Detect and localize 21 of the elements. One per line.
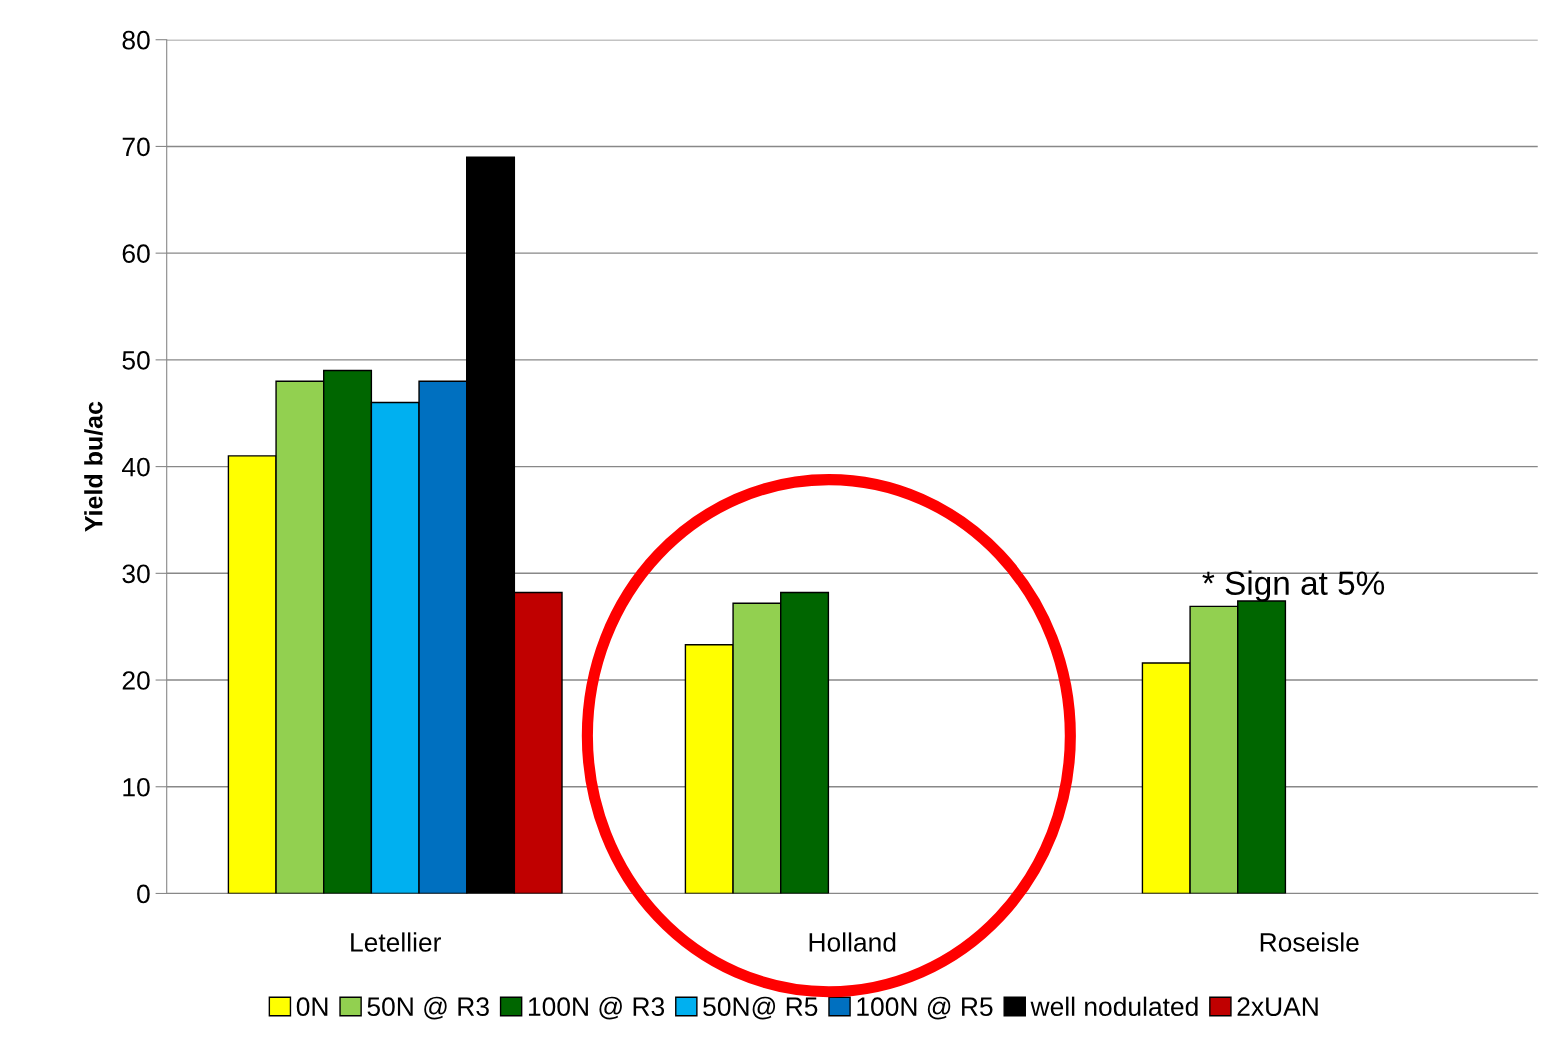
x-tick-label: Holland bbox=[809, 932, 896, 952]
y-tick-label: 30 bbox=[122, 564, 150, 584]
y-tick-label: 80 bbox=[122, 30, 150, 50]
legend-label: 2xUAN bbox=[1237, 997, 1318, 1017]
y-tick-label: 60 bbox=[122, 244, 150, 263]
y-tick-label: 10 bbox=[123, 777, 150, 797]
y-tick-label: 0 bbox=[137, 884, 150, 904]
legend-label: 50N @ R3 bbox=[367, 996, 489, 1020]
annotation: * Sign at 5% bbox=[1202, 570, 1385, 602]
x-tick-label: Roseisle bbox=[1260, 932, 1359, 952]
legend-label: 100N @ R5 bbox=[857, 996, 993, 1020]
y-tick-label: 40 bbox=[121, 457, 150, 477]
y-tick-label: 50 bbox=[122, 351, 150, 370]
x-tick-label: Letellier bbox=[351, 932, 441, 952]
legend-label: 50N@ R5 bbox=[703, 996, 818, 1020]
y-tick-label: 20 bbox=[122, 671, 150, 690]
legend-label: well nodulated bbox=[1030, 996, 1198, 1017]
legend-label: 100N @ R3 bbox=[528, 996, 665, 1020]
y-axis-title: Yield bu/ac bbox=[84, 401, 103, 532]
y-tick-label: 70 bbox=[122, 137, 150, 157]
legend-label: 0N bbox=[296, 997, 328, 1017]
